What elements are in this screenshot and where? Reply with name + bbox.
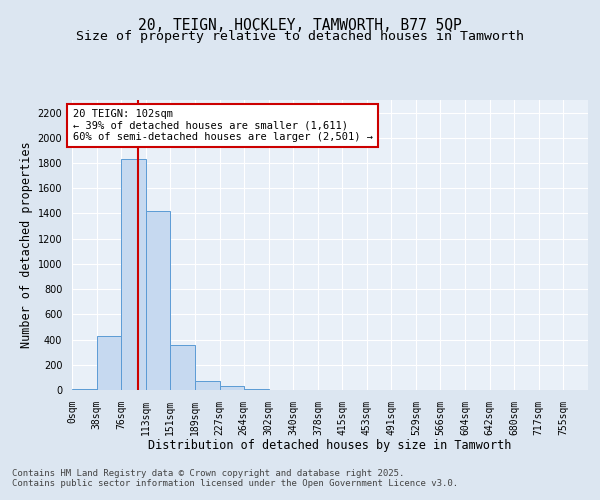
Bar: [244, 388, 269, 390]
Text: Contains HM Land Registry data © Crown copyright and database right 2025.: Contains HM Land Registry data © Crown c…: [12, 468, 404, 477]
Text: Size of property relative to detached houses in Tamworth: Size of property relative to detached ho…: [76, 30, 524, 43]
Bar: [97, 336, 121, 390]
Bar: [146, 211, 170, 390]
Bar: [195, 380, 220, 390]
Text: 20 TEIGN: 102sqm
← 39% of detached houses are smaller (1,611)
60% of semi-detach: 20 TEIGN: 102sqm ← 39% of detached house…: [73, 109, 373, 142]
Text: Contains public sector information licensed under the Open Government Licence v3: Contains public sector information licen…: [12, 478, 458, 488]
Y-axis label: Number of detached properties: Number of detached properties: [20, 142, 34, 348]
Bar: [121, 160, 146, 390]
Text: 20, TEIGN, HOCKLEY, TAMWORTH, B77 5QP: 20, TEIGN, HOCKLEY, TAMWORTH, B77 5QP: [138, 18, 462, 32]
Bar: [170, 345, 195, 390]
Bar: [220, 386, 244, 390]
X-axis label: Distribution of detached houses by size in Tamworth: Distribution of detached houses by size …: [148, 439, 512, 452]
Bar: [72, 388, 97, 390]
